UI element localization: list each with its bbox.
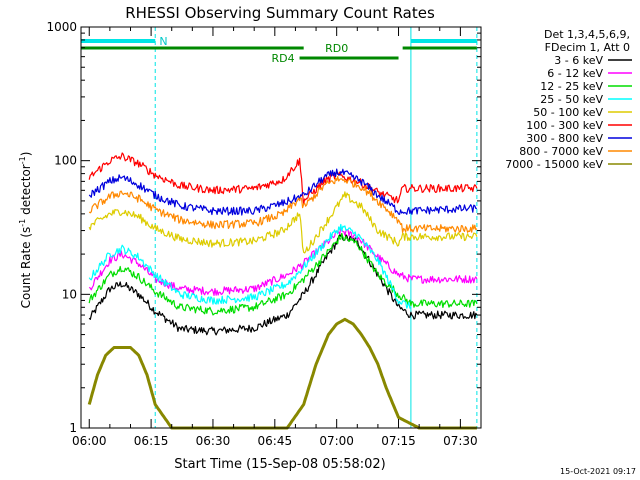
legend-entry-label: 6 - 12 keV [547,67,603,80]
rd0-label: RD0 [325,42,348,55]
y-tick-label: 1000 [46,20,77,34]
series-line [88,232,478,316]
series-line [88,191,478,254]
legend-entry-label: 100 - 300 keV [526,119,603,132]
series-line [88,233,478,336]
y-tick-label: 10 [62,287,77,301]
x-tick-label: 06:30 [196,434,231,448]
series-line [88,176,478,233]
night-label: N [159,35,167,48]
legend-entry-label: 25 - 50 keV [540,93,603,106]
x-tick-label: 06:15 [134,434,169,448]
legend-entry-label: 800 - 7000 keV [519,145,603,158]
legend: Det 1,3,4,5,6,9,FDecim 1, Att 03 - 6 keV… [505,28,632,171]
y-axis-label: Count Rate (s-1 detector-1) [18,152,33,309]
y-tick-label: 100 [54,154,77,168]
x-tick-label: 06:00 [72,434,107,448]
legend-entry-label: 12 - 25 keV [540,80,603,93]
legend-header: FDecim 1, Att 0 [545,41,630,54]
x-tick-label: 07:15 [381,434,416,448]
series-line [88,223,412,309]
x-axis-label: Start Time (15-Sep-08 05:58:02) [174,457,385,472]
rd4-label: RD4 [271,52,294,65]
legend-entry-label: 300 - 800 keV [526,132,603,145]
legend-header: Det 1,3,4,5,6,9, [544,28,630,41]
x-tick-label: 07:30 [443,434,478,448]
plot-frame [80,26,482,429]
legend-entry-label: 3 - 6 keV [554,54,603,67]
legend-entry-label: 7000 - 15000 keV [505,158,603,171]
footer-date: 15-Oct-2021 09:17 [560,467,636,476]
legend-entry-label: 50 - 100 keV [533,106,603,119]
axes: 1 10 100 1000 06:00 06:15 06:30 06:45 07:00 07:15… [46,20,482,448]
y-tick-label: 1 [69,421,77,435]
observing-markers: N RD0 RD4 [80,27,478,428]
x-tick-label: 07:00 [319,434,354,448]
chart-title: RHESSI Observing Summary Count Rates [125,4,435,22]
series-line [88,152,478,205]
series-line [88,168,477,216]
series-group [87,152,478,430]
x-tick-label: 06:45 [258,434,293,448]
